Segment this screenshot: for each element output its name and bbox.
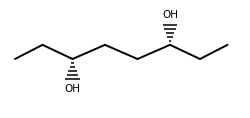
Text: OH: OH bbox=[64, 84, 80, 94]
Text: OH: OH bbox=[162, 10, 178, 20]
